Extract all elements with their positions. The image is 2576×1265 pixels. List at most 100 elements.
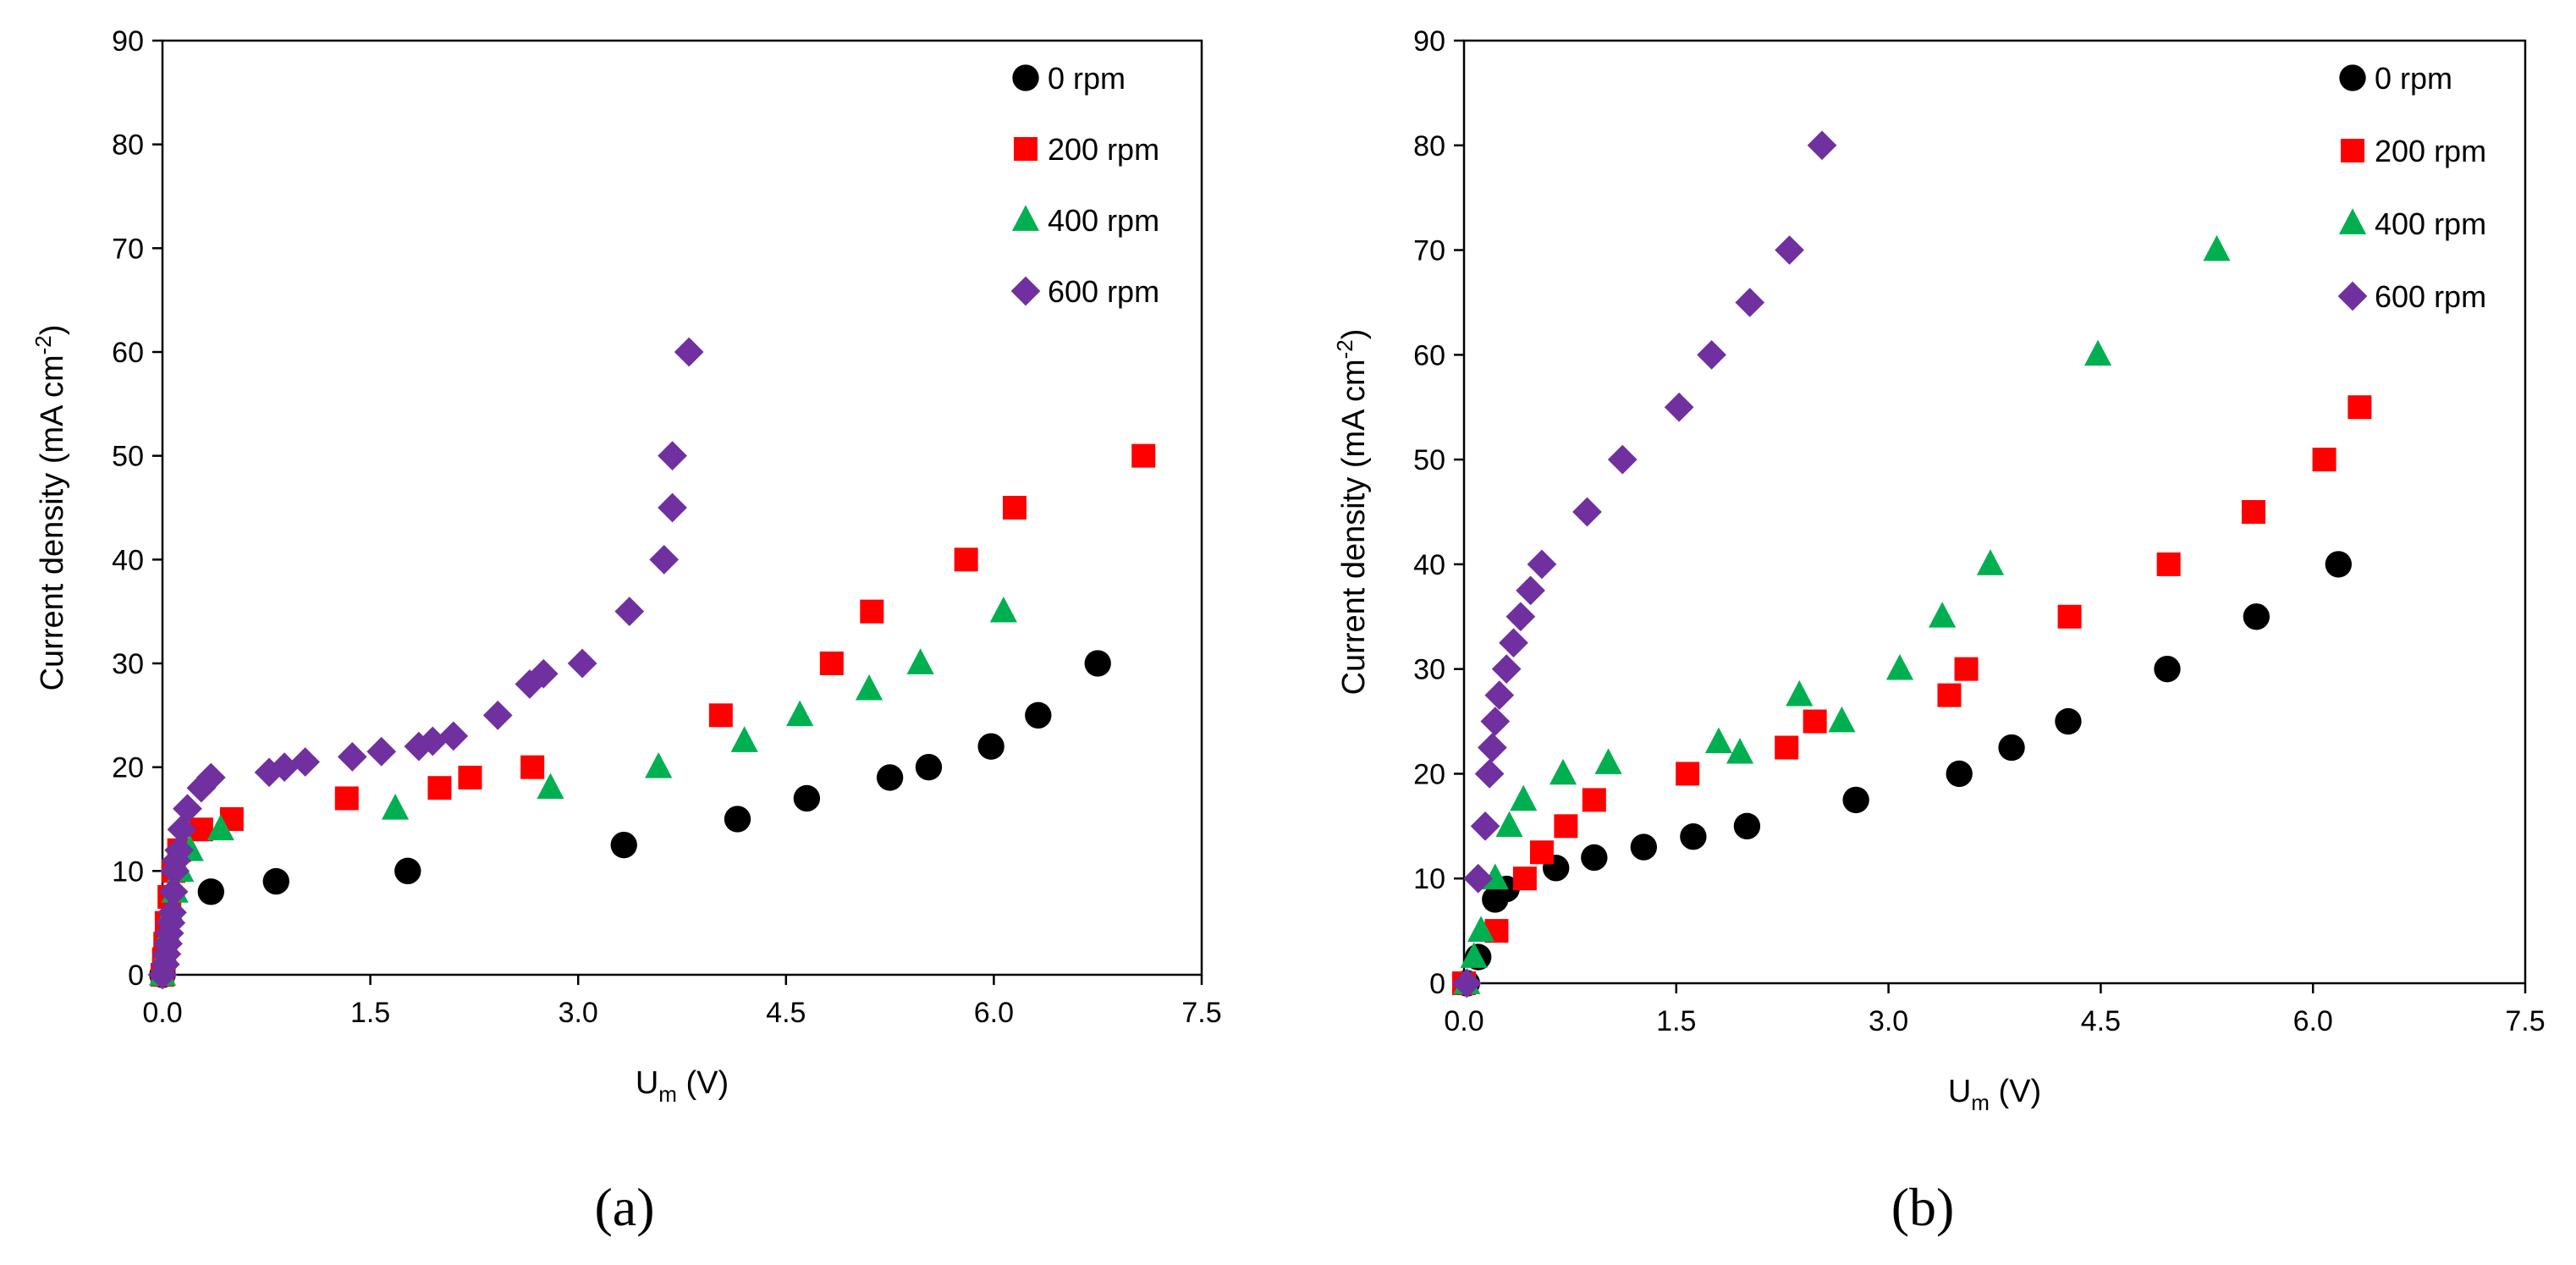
- x-axis-title: Um (V): [636, 1065, 729, 1107]
- legend-marker: [1011, 205, 1040, 231]
- data-point: [645, 751, 673, 778]
- data-point: [197, 878, 224, 905]
- legend-marker: [2338, 208, 2367, 234]
- plot-area: [1462, 39, 2527, 985]
- data-point: [1828, 706, 1856, 733]
- data-point: [786, 700, 814, 727]
- data-point: [2057, 604, 2082, 629]
- data-point: [1803, 709, 1827, 734]
- y-tick-label: 90: [1413, 25, 1445, 58]
- data-point: [2055, 707, 2082, 735]
- legend-marker: [2337, 281, 2368, 311]
- data-point: [404, 731, 434, 762]
- y-tick-label: 0: [128, 960, 144, 992]
- data-point: [954, 547, 978, 572]
- data-point: [1937, 683, 1962, 707]
- data-point: [1594, 748, 1622, 774]
- panel-b: 0 10 20 30 40 50 60 70 80 90 0.0 1.5 3.0 4.5 6.0 7.5 Um …: [1332, 25, 2546, 1237]
- x-tick-label: 7.5: [1181, 997, 1221, 1029]
- legend-label: 400 rpm: [1048, 203, 1159, 238]
- y-tick-label: 20: [1413, 758, 1445, 790]
- y-tick-label: 80: [112, 129, 144, 162]
- data-point: [1084, 650, 1111, 677]
- data-point: [1976, 549, 2005, 575]
- data-point: [1467, 916, 1495, 942]
- legend-label: 0 rpm: [1048, 61, 1126, 96]
- data-point: [860, 599, 884, 624]
- data-point: [515, 669, 545, 699]
- data-point: [334, 786, 359, 811]
- legend-label: 600 rpm: [1048, 274, 1159, 309]
- data-point: [2154, 655, 2181, 683]
- data-point: [1512, 866, 1537, 891]
- data-point: [1499, 628, 1528, 658]
- data-point: [1630, 833, 1658, 861]
- data-point: [1480, 707, 1511, 736]
- data-point: [567, 648, 597, 679]
- data-point: [614, 597, 645, 627]
- data-point: [1491, 654, 1522, 685]
- y-axis-title: Current density (mA cm-2): [30, 325, 70, 691]
- data-point: [1581, 844, 1608, 872]
- panel-a: 0 10 20 30 40 50 60 70 80 90 0.0 1.5 3.0 4.5 6.0 7.5 Um …: [30, 25, 1222, 1237]
- data-point: [1664, 392, 1694, 422]
- data-point: [1807, 130, 1837, 161]
- y-tick-label: 0: [1429, 968, 1445, 1000]
- data-point: [1529, 840, 1554, 865]
- data-point: [1998, 734, 2025, 762]
- data-point: [1510, 784, 1538, 811]
- data-point: [173, 794, 202, 824]
- data-point: [1775, 235, 1804, 265]
- series-0-rpm: [149, 650, 1111, 988]
- y-tick-label: 60: [112, 337, 144, 369]
- data-point: [1572, 497, 1602, 527]
- data-point: [1885, 653, 1914, 680]
- data-point: [1704, 727, 1733, 754]
- series-600-rpm: [147, 337, 704, 990]
- data-point: [290, 747, 321, 777]
- series-600-rpm: [1451, 130, 1837, 998]
- legend-label: 200 rpm: [1048, 132, 1159, 167]
- x-tick-label: 6.0: [2293, 1005, 2333, 1037]
- data-point: [1954, 657, 1979, 681]
- y-tick-label: 70: [112, 233, 144, 265]
- legend-marker: [2341, 139, 2364, 162]
- data-point: [793, 784, 821, 812]
- data-point: [458, 765, 482, 789]
- data-point: [1025, 701, 1052, 729]
- data-point: [262, 867, 289, 895]
- data-point: [366, 736, 397, 767]
- data-point: [2083, 339, 2112, 366]
- legend-label: 400 rpm: [2375, 206, 2486, 241]
- series-400-rpm: [1453, 234, 2231, 994]
- data-point: [269, 752, 300, 783]
- data-point: [1478, 733, 1507, 762]
- panel-label: (b): [1891, 1177, 1955, 1237]
- data-point: [1451, 968, 1482, 998]
- y-tick-label: 60: [1413, 339, 1445, 371]
- data-point: [1946, 760, 1973, 788]
- legend-marker: [1012, 64, 1039, 91]
- data-point: [1460, 942, 1488, 968]
- data-point: [658, 441, 687, 471]
- data-point: [819, 652, 844, 675]
- data-point: [2156, 552, 2181, 576]
- y-tick-label: 10: [112, 855, 144, 888]
- data-point: [2312, 448, 2337, 472]
- data-point: [1842, 786, 1869, 814]
- x-axis-title: Um (V): [1948, 1074, 2041, 1115]
- y-tick-label: 20: [112, 752, 144, 784]
- data-point: [417, 726, 448, 756]
- data-point: [1484, 680, 1515, 710]
- data-point: [520, 755, 545, 779]
- data-point: [1582, 788, 1606, 812]
- data-point: [1474, 759, 1505, 789]
- plot-area: [161, 39, 1203, 976]
- data-point: [482, 700, 513, 730]
- y-tick-label: 90: [112, 25, 144, 58]
- x-tick-label: 0.0: [1444, 1005, 1483, 1037]
- data-point: [1505, 602, 1536, 632]
- y-tick-label: 50: [1413, 444, 1445, 476]
- data-point: [674, 337, 704, 367]
- data-point: [337, 742, 367, 772]
